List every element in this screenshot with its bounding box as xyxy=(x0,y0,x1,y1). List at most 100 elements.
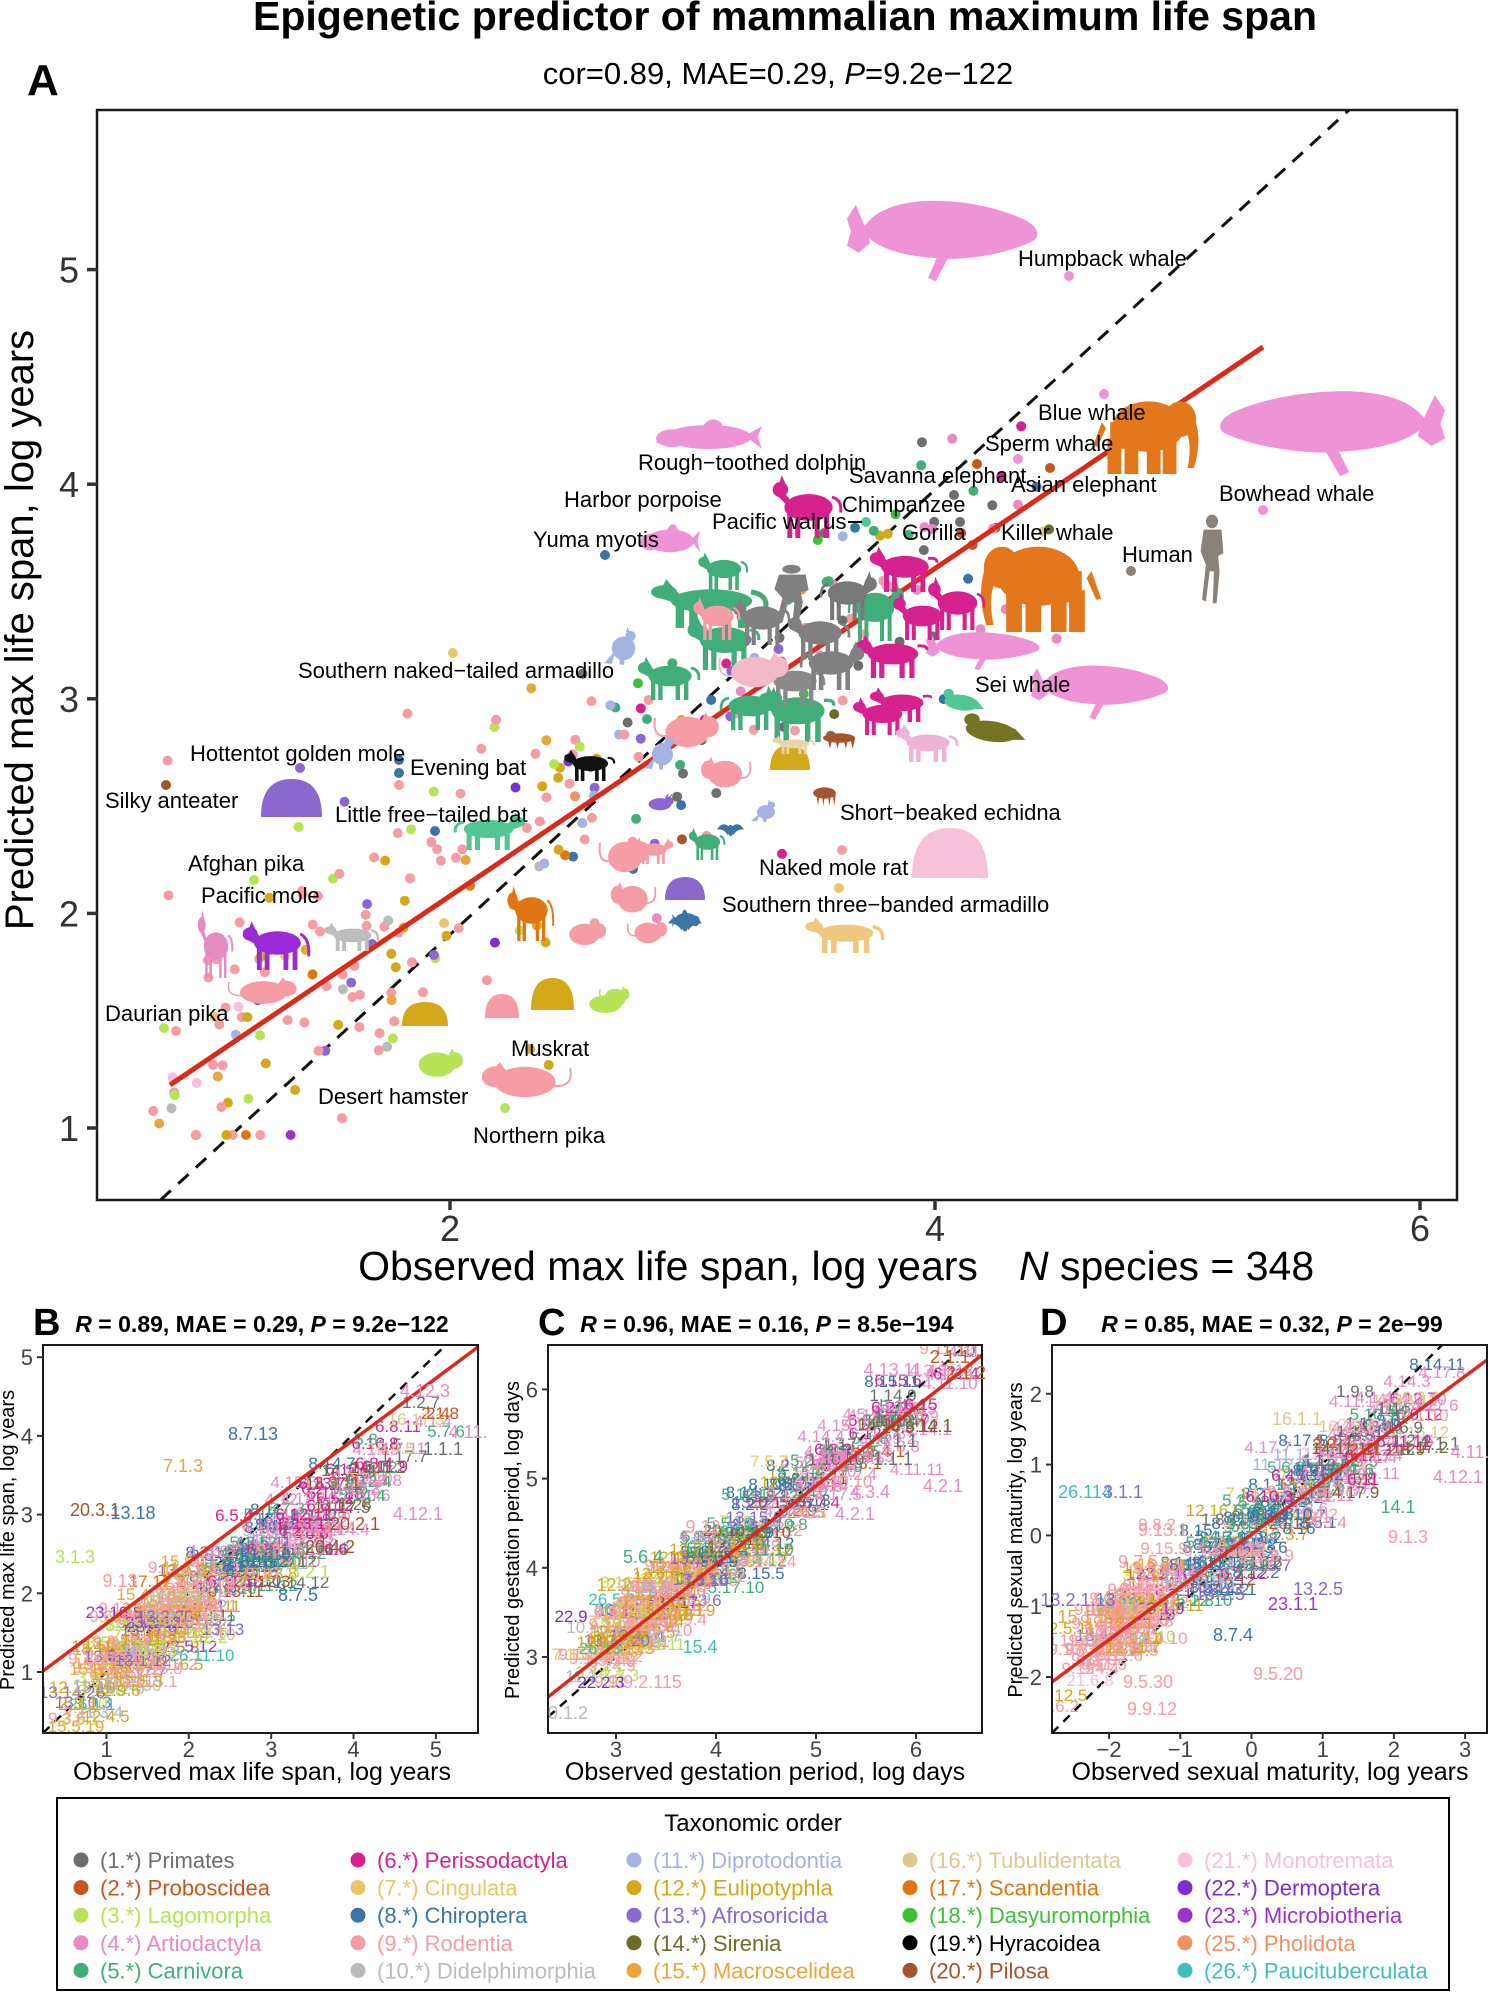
svg-text:5.5.2: 5.5.2 xyxy=(226,1541,264,1560)
svg-text:12.8.3: 12.8.3 xyxy=(83,1634,130,1653)
svg-text:7.16: 7.16 xyxy=(1278,1466,1311,1485)
svg-text:5.13.12: 5.13.12 xyxy=(1186,1533,1243,1552)
svg-text:11.10.11: 11.10.11 xyxy=(244,1554,308,1573)
svg-text:13.13.7: 13.13.7 xyxy=(1235,1556,1292,1575)
svg-text:5.7.3: 5.7.3 xyxy=(267,1499,305,1518)
svg-text:13.1.12: 13.1.12 xyxy=(255,1509,312,1528)
svg-text:12.3: 12.3 xyxy=(101,1644,134,1663)
svg-text:(12.*) Eulipotyphla: (12.*) Eulipotyphla xyxy=(653,1876,834,1901)
svg-text:9.8.8: 9.8.8 xyxy=(179,1597,217,1616)
svg-text:5.13.12: 5.13.12 xyxy=(742,1487,799,1506)
svg-text:13.3.5: 13.3.5 xyxy=(629,1597,676,1616)
svg-text:6.12.18: 6.12.18 xyxy=(307,1484,364,1503)
svg-text:4.5: 4.5 xyxy=(314,1531,338,1550)
svg-text:9.9: 9.9 xyxy=(1115,1600,1139,1619)
svg-text:26.11.10: 26.11.10 xyxy=(170,1646,235,1665)
svg-text:9.9.12: 9.9.12 xyxy=(622,1590,669,1609)
svg-text:11.5.2: 11.5.2 xyxy=(1289,1487,1335,1506)
svg-text:Predicted gestation period, lo: Predicted gestation period, log days xyxy=(502,1381,524,1699)
svg-text:9.7.1: 9.7.1 xyxy=(1115,1584,1153,1603)
svg-text:3.6.28: 3.6.28 xyxy=(120,1636,167,1655)
svg-text:9.2.9: 9.2.9 xyxy=(644,1603,682,1622)
svg-text:3.13.11: 3.13.11 xyxy=(112,1608,167,1627)
svg-text:9.7.9: 9.7.9 xyxy=(110,1633,148,1652)
svg-text:9.7.7: 9.7.7 xyxy=(1065,1640,1103,1659)
svg-text:12.12.7: 12.12.7 xyxy=(249,1550,306,1569)
svg-text:5.12.11: 5.12.11 xyxy=(721,1485,776,1504)
svg-text:9.8.7: 9.8.7 xyxy=(629,1577,667,1596)
svg-text:11.8.1: 11.8.1 xyxy=(1222,1540,1268,1559)
svg-text:3: 3 xyxy=(610,1737,622,1762)
svg-text:2.3.1: 2.3.1 xyxy=(844,1454,882,1473)
svg-text:15.11.5: 15.11.5 xyxy=(147,1627,202,1646)
svg-text:10.2.6: 10.2.6 xyxy=(97,1679,144,1698)
svg-text:18.5.8: 18.5.8 xyxy=(1180,1568,1227,1587)
svg-text:6.15.6: 6.15.6 xyxy=(874,1371,921,1390)
svg-text:9.4.2: 9.4.2 xyxy=(1300,1505,1338,1524)
svg-text:4.3.8: 4.3.8 xyxy=(909,1361,947,1380)
svg-text:15.1.1: 15.1.1 xyxy=(622,1632,669,1651)
svg-text:3.14.8: 3.14.8 xyxy=(77,1681,124,1700)
svg-text:6.6: 6.6 xyxy=(305,1524,329,1543)
svg-text:5.12.10: 5.12.10 xyxy=(1176,1591,1233,1610)
svg-text:6.6: 6.6 xyxy=(324,1540,348,1559)
svg-text:4.5.6: 4.5.6 xyxy=(706,1556,744,1575)
svg-text:4.9.8: 4.9.8 xyxy=(1305,1480,1343,1499)
svg-text:Southern naked−tailed armadill: Southern naked−tailed armadillo xyxy=(298,658,614,683)
svg-text:12.2.10: 12.2.10 xyxy=(145,1598,202,1617)
svg-text:4.10.1: 4.10.1 xyxy=(260,1514,307,1533)
svg-text:5.14.11: 5.14.11 xyxy=(221,1546,276,1565)
svg-text:9.5.7: 9.5.7 xyxy=(1159,1559,1197,1578)
svg-text:7.3.4: 7.3.4 xyxy=(598,1609,636,1628)
svg-text:4.14.1: 4.14.1 xyxy=(904,1420,951,1439)
svg-text:5.15.6: 5.15.6 xyxy=(258,1541,305,1560)
svg-text:6: 6 xyxy=(910,1737,922,1762)
svg-text:9.8: 9.8 xyxy=(1136,1567,1160,1586)
svg-text:Harbor porpoise: Harbor porpoise xyxy=(564,487,722,512)
svg-text:1.1.11: 1.1.11 xyxy=(288,1540,334,1559)
svg-text:15.10.9: 15.10.9 xyxy=(153,1623,210,1642)
svg-text:9.12.9: 9.12.9 xyxy=(1122,1576,1169,1595)
svg-text:(9.*) Rodentia: (9.*) Rodentia xyxy=(377,1931,514,1956)
svg-text:5.2.4: 5.2.4 xyxy=(790,1451,828,1470)
svg-text:5.5.2: 5.5.2 xyxy=(198,1611,236,1630)
svg-text:15.1.12: 15.1.12 xyxy=(158,1587,215,1606)
svg-text:9.12: 9.12 xyxy=(604,1649,637,1668)
svg-text:4.3.12: 4.3.12 xyxy=(926,1361,973,1380)
svg-text:4.8.7: 4.8.7 xyxy=(205,1542,243,1561)
svg-text:9.17.11: 9.17.11 xyxy=(594,1602,649,1621)
svg-text:8.7.5: 8.7.5 xyxy=(278,1585,318,1605)
svg-text:4.2.1: 4.2.1 xyxy=(835,1504,875,1524)
svg-text:9.6.23: 9.6.23 xyxy=(608,1604,655,1623)
svg-text:9.12: 9.12 xyxy=(186,1551,219,1570)
svg-text:16.1.1: 16.1.1 xyxy=(1272,1409,1322,1429)
svg-text:5: 5 xyxy=(810,1737,822,1762)
svg-text:8.7.6: 8.7.6 xyxy=(781,1473,819,1492)
svg-text:4.16.8: 4.16.8 xyxy=(1299,1463,1346,1482)
svg-text:13.2.26: 13.2.26 xyxy=(137,1607,194,1626)
svg-text:4.14.4: 4.14.4 xyxy=(322,1520,369,1539)
svg-text:12.16.11: 12.16.11 xyxy=(1139,1596,1204,1615)
svg-text:6: 6 xyxy=(1410,1208,1430,1249)
svg-text:9.17.2: 9.17.2 xyxy=(150,1655,197,1674)
svg-text:Blue whale: Blue whale xyxy=(1038,400,1146,425)
svg-text:5.7.6: 5.7.6 xyxy=(209,1556,247,1575)
svg-text:9.11.5: 9.11.5 xyxy=(1074,1600,1120,1619)
svg-text:3.5: 3.5 xyxy=(103,1652,127,1671)
svg-text:11.12.3: 11.12.3 xyxy=(1252,1455,1307,1474)
svg-text:1.12: 1.12 xyxy=(1248,1554,1281,1573)
svg-text:1.17.7: 1.17.7 xyxy=(1300,1451,1347,1470)
svg-text:8.3.12: 8.3.12 xyxy=(290,1506,337,1525)
svg-text:12.13.9: 12.13.9 xyxy=(659,1601,716,1620)
svg-text:13.5.21: 13.5.21 xyxy=(84,1647,141,1666)
svg-text:9.17.4: 9.17.4 xyxy=(1109,1620,1156,1639)
svg-text:5.15: 5.15 xyxy=(1259,1511,1292,1530)
svg-text:10.5.11: 10.5.11 xyxy=(109,1646,164,1665)
svg-text:9.6.8: 9.6.8 xyxy=(629,1601,667,1620)
svg-text:23.7.1: 23.7.1 xyxy=(178,1597,225,1616)
svg-text:26.114: 26.114 xyxy=(1058,1482,1112,1502)
svg-text:8.8.6: 8.8.6 xyxy=(689,1543,727,1562)
svg-text:5.9: 5.9 xyxy=(1182,1556,1206,1575)
svg-text:12.6.9: 12.6.9 xyxy=(170,1594,217,1613)
svg-text:11.13: 11.13 xyxy=(72,1676,113,1695)
